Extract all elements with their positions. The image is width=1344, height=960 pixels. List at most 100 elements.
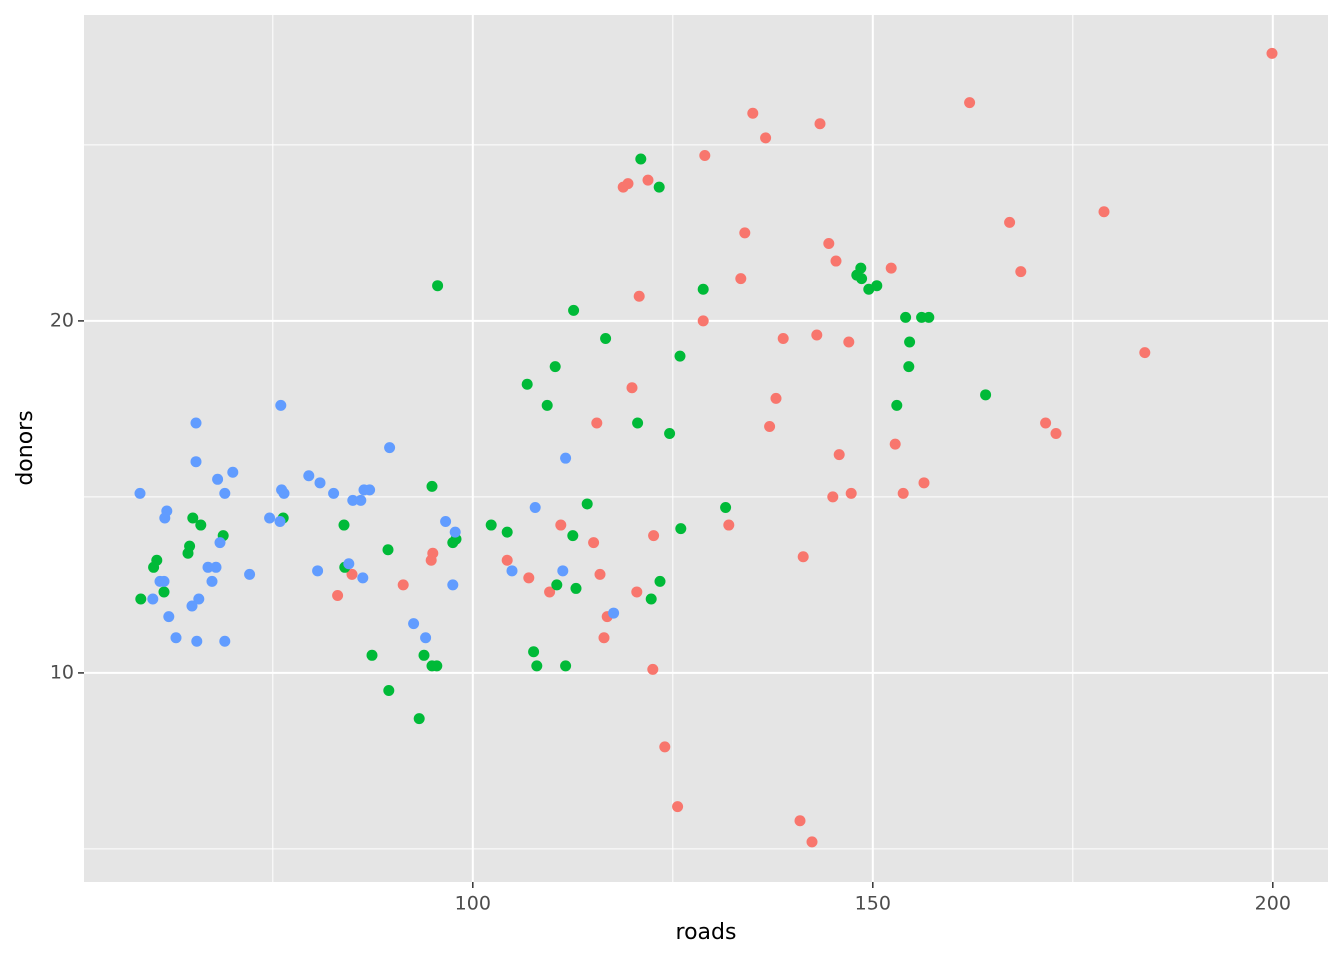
point bbox=[551, 579, 563, 591]
point bbox=[214, 537, 226, 549]
point bbox=[1050, 428, 1062, 440]
point bbox=[529, 501, 541, 513]
point bbox=[871, 280, 883, 292]
point bbox=[219, 487, 231, 499]
point bbox=[135, 593, 147, 605]
point bbox=[182, 547, 194, 559]
point bbox=[170, 632, 182, 644]
point bbox=[891, 399, 903, 411]
point bbox=[833, 449, 845, 461]
point bbox=[148, 561, 160, 573]
point bbox=[521, 378, 533, 390]
point bbox=[555, 519, 567, 531]
point bbox=[163, 611, 175, 623]
point bbox=[631, 586, 643, 598]
point bbox=[608, 607, 620, 619]
point bbox=[823, 237, 835, 249]
point bbox=[980, 389, 992, 401]
point bbox=[648, 530, 660, 542]
point bbox=[408, 618, 420, 630]
point bbox=[244, 568, 256, 580]
point bbox=[332, 589, 344, 601]
point bbox=[672, 801, 684, 813]
point bbox=[557, 565, 569, 577]
point bbox=[699, 149, 711, 161]
point bbox=[598, 632, 610, 644]
y-tick-label: 10 bbox=[50, 661, 74, 683]
point bbox=[187, 512, 199, 524]
point bbox=[747, 107, 759, 119]
point bbox=[343, 558, 355, 570]
point bbox=[568, 304, 580, 316]
point bbox=[346, 568, 358, 580]
point bbox=[523, 572, 535, 584]
point bbox=[697, 283, 709, 295]
point bbox=[1015, 266, 1027, 278]
point bbox=[531, 660, 543, 672]
point bbox=[159, 512, 171, 524]
point bbox=[364, 484, 376, 496]
point bbox=[659, 741, 671, 753]
point bbox=[1266, 47, 1278, 59]
point bbox=[485, 519, 497, 531]
point bbox=[904, 336, 916, 348]
point bbox=[418, 649, 430, 661]
point bbox=[635, 153, 647, 165]
x-axis-label: roads bbox=[676, 920, 737, 945]
point bbox=[328, 487, 340, 499]
point bbox=[900, 311, 912, 323]
point bbox=[674, 350, 686, 362]
point bbox=[581, 498, 593, 510]
point bbox=[420, 632, 432, 644]
point bbox=[654, 575, 666, 587]
point bbox=[797, 551, 809, 563]
point bbox=[1139, 347, 1151, 359]
point bbox=[426, 480, 438, 492]
point bbox=[923, 311, 935, 323]
point bbox=[814, 118, 826, 130]
point bbox=[560, 660, 572, 672]
point bbox=[303, 470, 315, 482]
point bbox=[697, 315, 709, 327]
point bbox=[432, 280, 444, 292]
point bbox=[830, 255, 842, 267]
point bbox=[314, 477, 326, 489]
point bbox=[501, 526, 513, 538]
x-tick-label: 200 bbox=[1255, 893, 1291, 915]
point bbox=[845, 487, 857, 499]
point bbox=[856, 273, 868, 285]
point bbox=[202, 561, 214, 573]
point bbox=[447, 579, 459, 591]
point bbox=[355, 494, 367, 506]
point bbox=[383, 685, 395, 697]
point bbox=[720, 501, 732, 513]
point bbox=[633, 290, 645, 302]
point bbox=[843, 336, 855, 348]
point bbox=[622, 178, 634, 190]
point bbox=[186, 600, 198, 612]
point bbox=[227, 466, 239, 478]
point bbox=[190, 417, 202, 429]
point bbox=[338, 519, 350, 531]
point bbox=[642, 174, 654, 186]
point bbox=[278, 487, 290, 499]
point bbox=[425, 554, 437, 566]
point bbox=[193, 593, 205, 605]
point bbox=[158, 575, 170, 587]
point bbox=[794, 815, 806, 827]
point bbox=[190, 456, 202, 468]
point bbox=[567, 530, 579, 542]
point bbox=[811, 329, 823, 341]
point bbox=[600, 332, 612, 344]
point bbox=[347, 494, 359, 506]
point bbox=[206, 575, 218, 587]
y-axis-label: donors bbox=[13, 410, 38, 485]
point bbox=[528, 646, 540, 658]
point bbox=[964, 97, 976, 109]
point bbox=[366, 649, 378, 661]
point bbox=[827, 491, 839, 503]
point bbox=[1040, 417, 1052, 429]
point bbox=[889, 438, 901, 450]
point bbox=[885, 262, 897, 274]
point bbox=[191, 635, 203, 647]
